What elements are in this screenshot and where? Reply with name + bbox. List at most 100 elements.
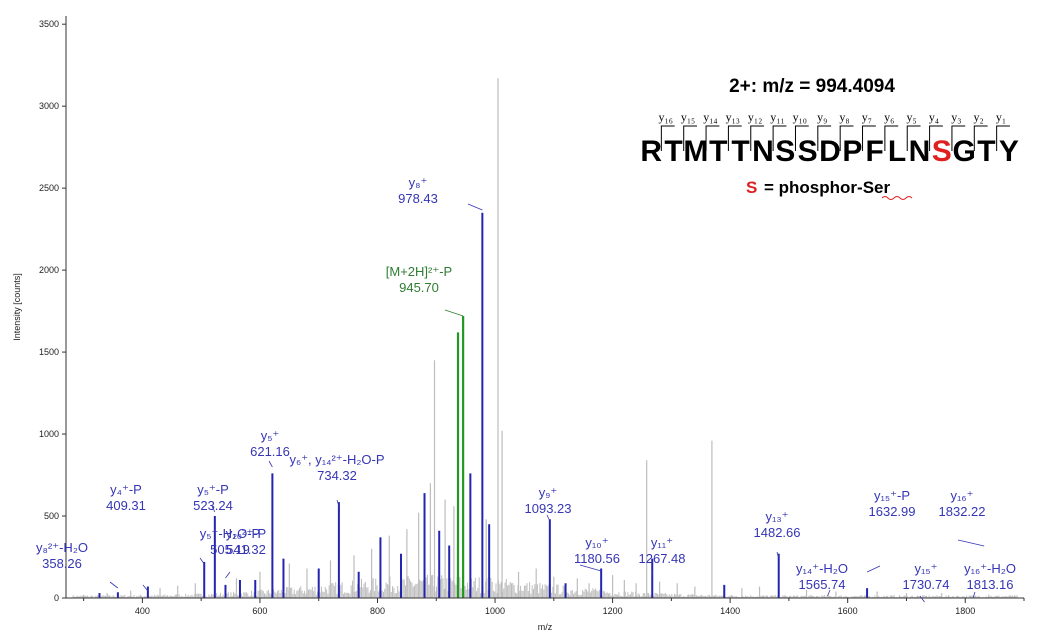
legend-phospho-symbol: S <box>746 178 757 197</box>
peak-annotation-mz: 1813.16 <box>967 577 1014 592</box>
y-tick-label: 3500 <box>39 19 59 29</box>
sequence-residue: T <box>664 135 682 168</box>
peak-annotation-label: y₁₃⁺ <box>765 509 788 524</box>
fragment-ion-label: y₁₁ <box>770 110 784 124</box>
fragment-bracket <box>929 125 943 151</box>
axes <box>65 16 1024 599</box>
annotation-leader-line <box>225 571 231 579</box>
fragment-bracket <box>862 125 876 151</box>
annotation-leader-line <box>268 460 273 468</box>
sequence-residue: S <box>932 135 952 168</box>
fragment-bracket <box>951 125 966 151</box>
fragment-bracket <box>660 125 675 151</box>
x-tick-label: 1800 <box>955 606 975 616</box>
peak-annotation-mz: 1565.74 <box>799 577 846 592</box>
fragment-bracket <box>683 125 697 151</box>
fragment-ion-labels: y₁₆ y₁₅ y₁₄ y₁₃ y₁₂ y₁₁ y₁₀ y₉ y₈ y₇ y₆ y₅ y₄ y₃ y₂ y₁ <box>659 110 1007 124</box>
x-axis-title: m/z <box>538 622 553 632</box>
fragment-bracket <box>750 125 765 151</box>
peak-annotation-label: y₅⁺ <box>261 428 280 443</box>
sequence-residue: P <box>842 135 862 168</box>
y-tick-label: 1500 <box>39 347 59 357</box>
sequence-residue: Y <box>999 135 1019 168</box>
peak-annotation-label: y₄⁺-P <box>110 482 142 497</box>
fragment-bracket <box>996 125 1010 151</box>
fragment-ion-label: y₇ <box>862 110 872 124</box>
peak-annotation-label: y₁₄⁺-H₂O <box>796 561 848 576</box>
y-axis-title: Intensity [counts] <box>12 273 22 341</box>
precursor-peaks <box>456 316 465 598</box>
matched-peaks <box>98 212 869 598</box>
annotation-leader-line <box>919 595 925 603</box>
y-tick-label: 0 <box>54 593 59 603</box>
y-tick-label: 3000 <box>39 101 59 111</box>
y-tick-label: 2500 <box>39 183 59 193</box>
peak-annotation-mz: 523.24 <box>193 498 233 513</box>
sequence-residue: S <box>798 135 818 168</box>
annotation-leader-line <box>199 557 205 565</box>
peak-annotation-mz: 945.70 <box>399 280 439 295</box>
fragment-bracket <box>794 125 809 151</box>
x-axis-ticks: 400 600 800 1000 1200 1400 1600 1800 <box>83 598 1025 616</box>
peak-annotation-label: y₅⁺-P <box>197 482 229 497</box>
annotation-leader-line <box>827 589 831 597</box>
fragment-bracket <box>727 125 742 151</box>
annotation-leader-line <box>142 584 149 592</box>
fragment-ion-label: y₁ <box>996 110 1006 124</box>
peak-annotation-mz: 1730.74 <box>903 577 950 592</box>
fragment-ion-label: y₂ <box>974 110 984 124</box>
sequence-residue: L <box>888 135 906 168</box>
fragment-bracket <box>906 125 921 151</box>
x-tick-label: 400 <box>135 606 150 616</box>
peak-annotation-label: y₅⁺-H₂O-P <box>200 526 260 541</box>
annotation-leader-line <box>546 514 551 522</box>
annotation-leader-line <box>467 203 483 211</box>
x-tick-label: 1200 <box>603 606 623 616</box>
peak-annotation-mz: 978.43 <box>398 191 438 206</box>
fragment-bracket <box>973 125 988 151</box>
peak-annotation-label: y₁₀⁺ <box>585 535 608 550</box>
peak-annotation-mz: 1093.23 <box>525 501 572 516</box>
peak-annotation-label: y₁₁⁺ <box>651 535 673 550</box>
peak-annotation-label: y₉⁺ <box>539 485 558 500</box>
fragment-ion-label: y₃ <box>951 110 961 124</box>
y-tick-label: 2000 <box>39 265 59 275</box>
peak-annotation-mz: 734.32 <box>317 468 357 483</box>
sequence-residue: S <box>775 135 795 168</box>
unmatched-peaks <box>71 78 1018 598</box>
sequence-residue: M <box>683 135 708 168</box>
fragment-bracket <box>817 125 832 151</box>
peak-annotation-mz: 1632.99 <box>869 504 916 519</box>
sequence-residue: T <box>731 135 749 168</box>
peak-annotation-label: y₈⁺ <box>409 175 428 190</box>
fragment-ion-label: y₁₄ <box>703 110 717 124</box>
x-tick-label: 800 <box>370 606 385 616</box>
sequence-residue: T <box>709 135 727 168</box>
fragment-ion-label: y₁₅ <box>681 110 695 124</box>
peak-annotation-mz: 621.16 <box>250 444 290 459</box>
fragment-ion-label: y₁₀ <box>793 110 807 124</box>
sequence-residue: R <box>640 135 662 168</box>
peak-annotation-label: y₈²⁺-H₂O <box>36 540 88 555</box>
fragment-ion-label: y₆ <box>884 110 894 124</box>
peak-annotation-label: y₁₀²⁺-P <box>226 526 266 541</box>
peak-annotation-mz: 1267.48 <box>639 551 686 566</box>
annotation-leader-line <box>972 591 976 599</box>
annotation-leader-line <box>444 309 464 317</box>
peak-annotation-label: y₆⁺, y₁₄²⁺-H₂O-P <box>289 452 384 467</box>
peak-annotation-label: [M+2H]²⁺-P <box>386 264 452 279</box>
fragment-ion-label: y₈ <box>839 110 849 124</box>
fragment-bracket <box>772 125 787 151</box>
fragment-brackets <box>660 125 1010 151</box>
annotation-leader-line <box>579 564 602 572</box>
x-tick-label: 1400 <box>720 606 740 616</box>
fragment-ion-label: y₅ <box>906 110 916 124</box>
fragment-ion-label: y₁₃ <box>726 110 740 124</box>
annotation-leader-line <box>866 565 881 573</box>
peak-annotation-label: y₁₅⁺-P <box>874 488 910 503</box>
peak-annotation-mz: 1832.22 <box>939 504 986 519</box>
fragment-bracket <box>839 125 854 151</box>
fragment-ion-label: y₄ <box>929 110 939 124</box>
